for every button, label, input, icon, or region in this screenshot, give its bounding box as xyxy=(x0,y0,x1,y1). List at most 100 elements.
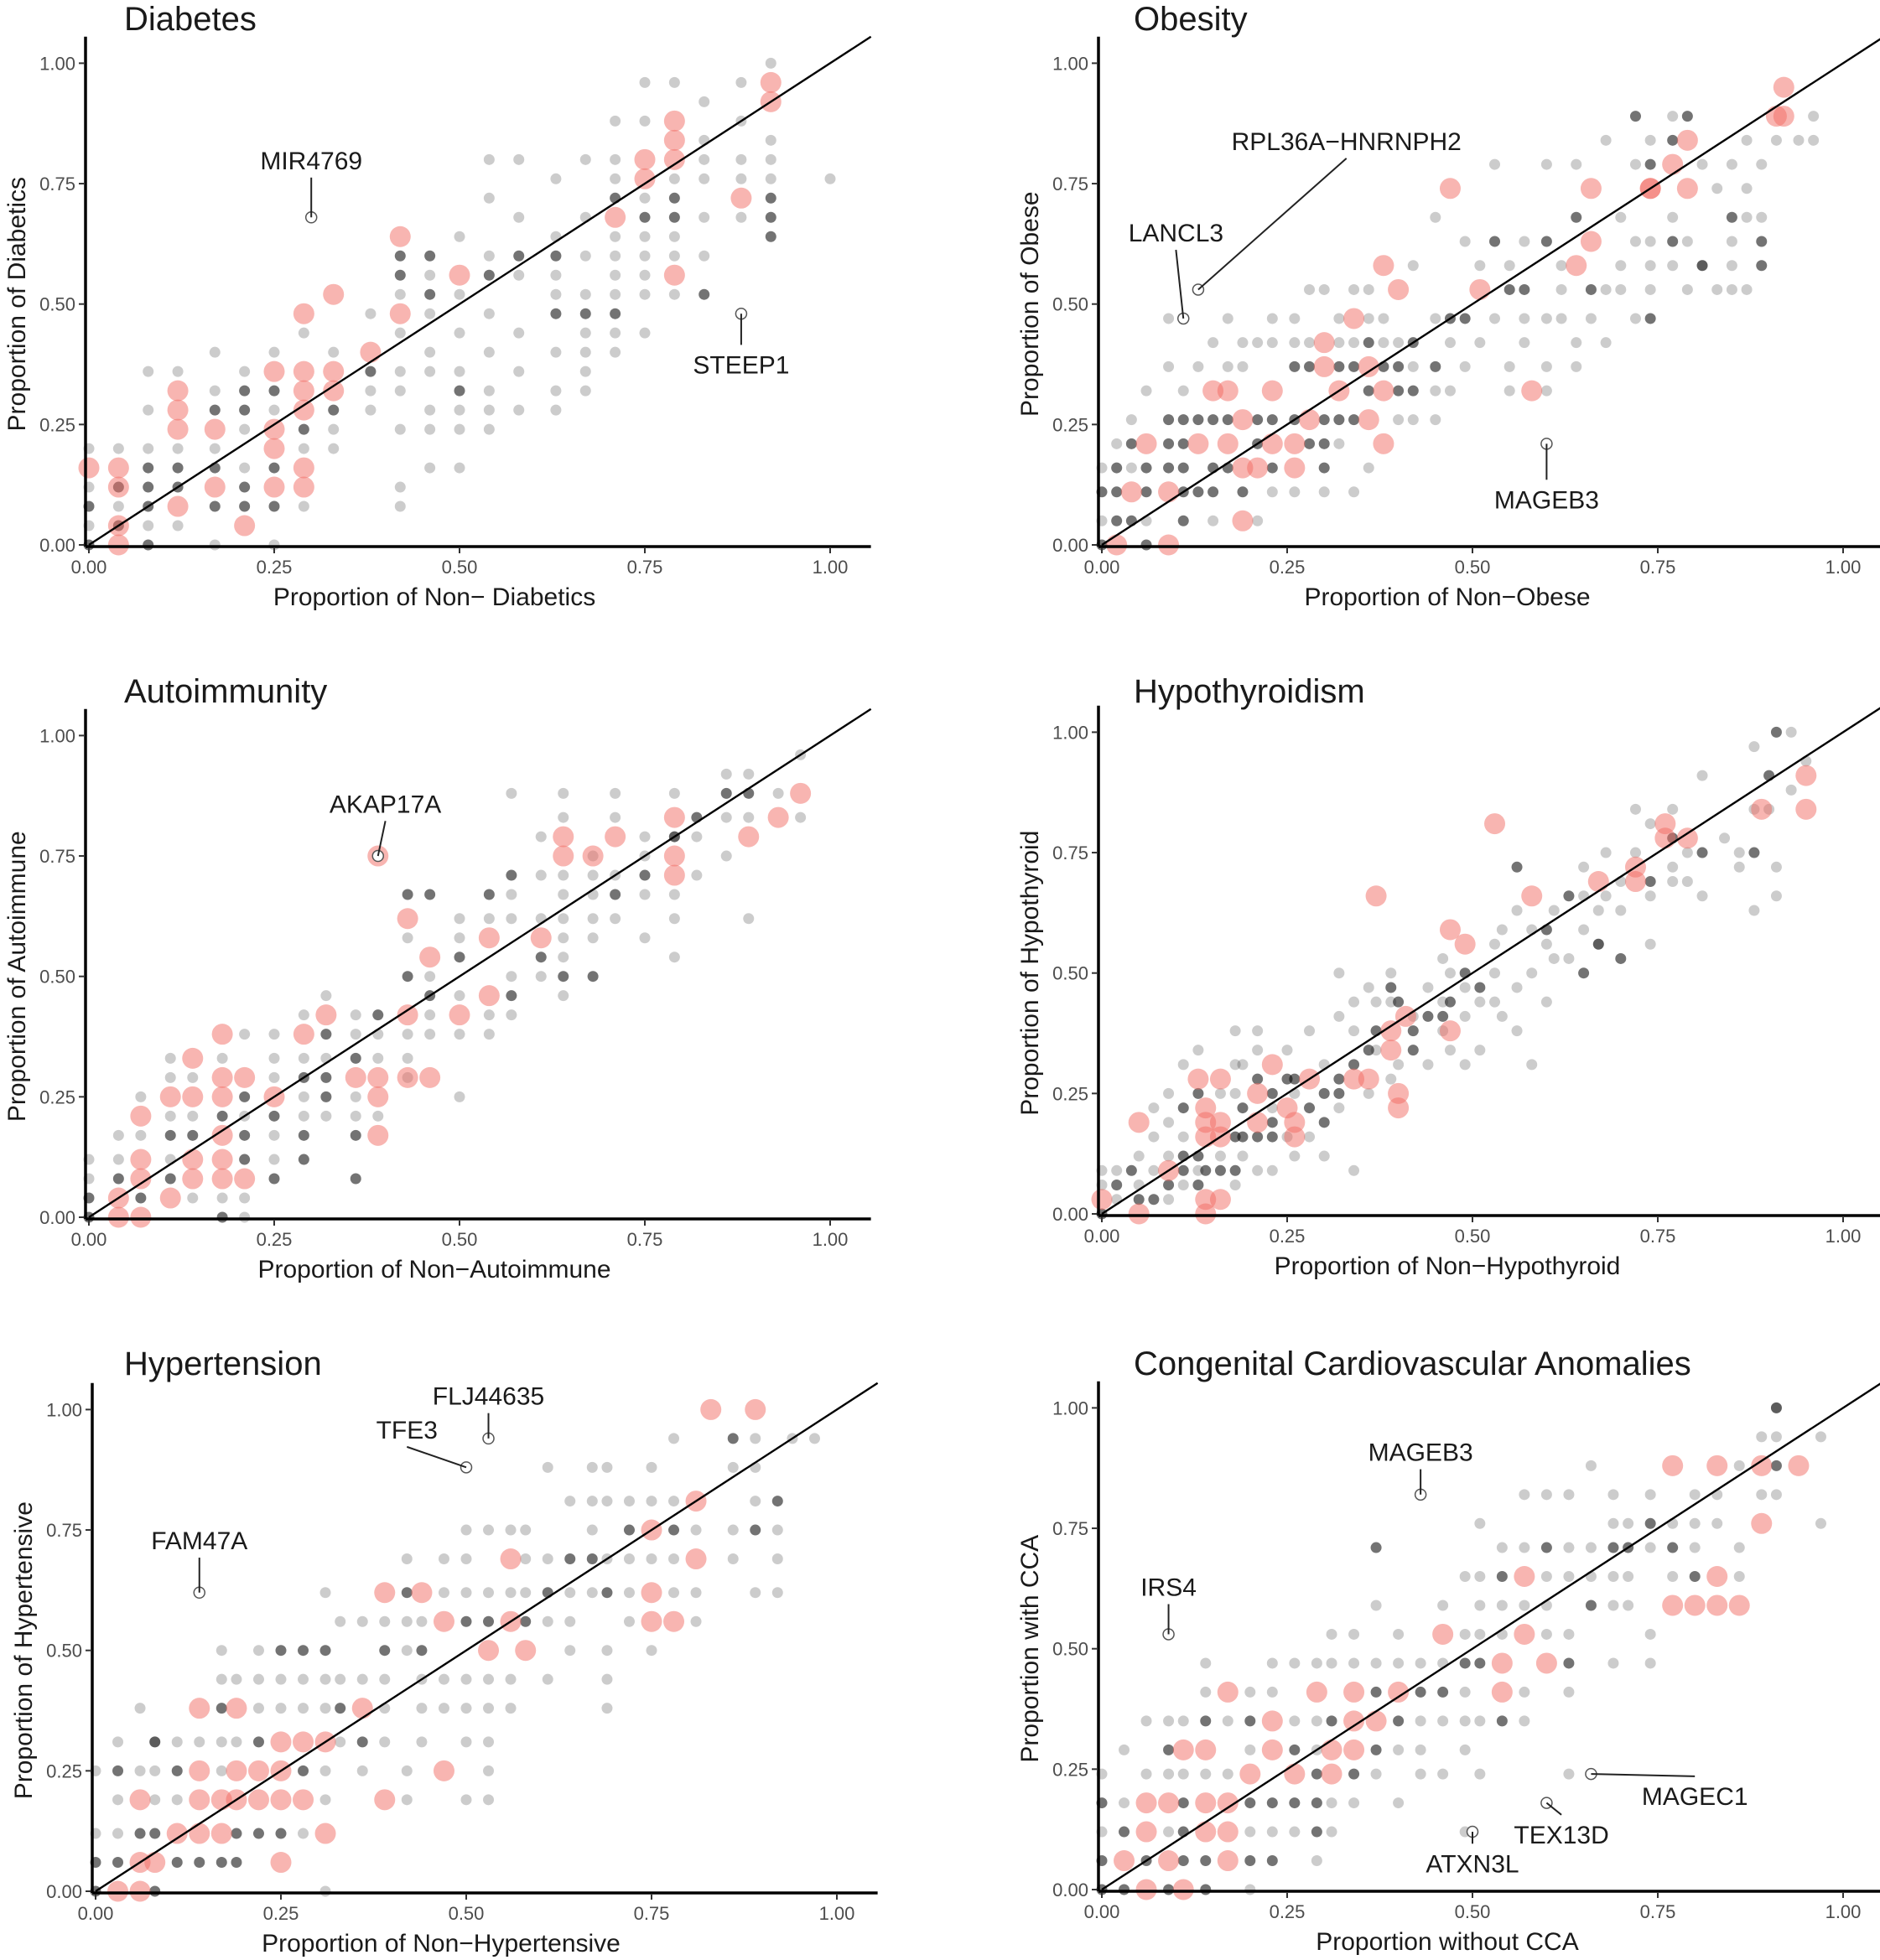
point-gray xyxy=(808,1433,820,1444)
point-gray xyxy=(438,1703,449,1714)
point-gray xyxy=(579,366,591,377)
point-gray xyxy=(483,153,495,165)
point-highlighted xyxy=(78,457,100,479)
point-highlighted xyxy=(351,1698,373,1719)
point-gray xyxy=(1540,313,1552,324)
point-highlighted xyxy=(1158,481,1180,503)
point-gray xyxy=(1615,905,1627,916)
point-gray xyxy=(1370,1600,1382,1611)
identity-line xyxy=(1101,1382,1880,1891)
point-gray-dark xyxy=(328,404,340,416)
point-gray-dark xyxy=(1437,1010,1449,1022)
point-gray xyxy=(454,366,465,377)
point-gray xyxy=(743,768,755,780)
point-highlighted xyxy=(1469,278,1491,300)
point-gray-dark xyxy=(1459,313,1471,324)
point-gray xyxy=(1667,111,1679,122)
annotation-label: IRS4 xyxy=(1140,1574,1197,1601)
point-highlighted xyxy=(1676,129,1698,151)
point-gray-dark xyxy=(320,1071,332,1083)
x-tick-label: 0.25 xyxy=(1270,1901,1306,1922)
point-gray xyxy=(1519,236,1530,247)
point-highlighted xyxy=(553,826,574,848)
point-gray-dark xyxy=(239,404,251,416)
point-gray xyxy=(1363,982,1374,993)
point-gray-dark xyxy=(454,951,465,963)
point-gray xyxy=(1459,360,1471,372)
point-gray xyxy=(550,346,562,358)
point-gray xyxy=(1459,1571,1471,1583)
point-highlighted xyxy=(159,1187,181,1209)
point-gray xyxy=(1681,876,1693,888)
point-gray xyxy=(1600,283,1612,295)
point-gray xyxy=(394,327,406,339)
point-gray-dark xyxy=(1770,1402,1782,1413)
point-highlighted xyxy=(738,826,760,848)
point-gray xyxy=(1681,283,1693,295)
y-tick-label: 0.75 xyxy=(39,174,75,194)
point-gray xyxy=(328,346,340,358)
point-gray xyxy=(1585,1542,1597,1553)
point-gray-dark xyxy=(668,211,680,223)
point-gray xyxy=(394,288,406,300)
point-gray xyxy=(1719,832,1731,844)
point-gray xyxy=(1393,1059,1405,1071)
point-gray xyxy=(1200,1657,1212,1669)
point-gray xyxy=(699,173,710,184)
point-gray-dark xyxy=(1370,1542,1382,1553)
point-gray-dark xyxy=(668,1524,680,1536)
point-gray xyxy=(460,1703,472,1714)
point-gray xyxy=(1266,1826,1278,1838)
point-highlighted xyxy=(293,303,314,324)
point-gray xyxy=(558,811,569,823)
point-gray xyxy=(394,500,406,512)
point-gray-dark xyxy=(1289,1744,1301,1755)
point-gray xyxy=(112,500,124,512)
point-gray xyxy=(1430,414,1441,426)
point-gray xyxy=(601,1703,613,1714)
y-tick-label: 0.00 xyxy=(1052,1880,1088,1900)
point-gray xyxy=(1385,1073,1397,1085)
point-gray-dark xyxy=(239,1091,251,1102)
point-gray xyxy=(1222,1768,1233,1780)
point-gray xyxy=(558,869,569,881)
point-gray xyxy=(1459,1686,1471,1698)
point-gray-dark xyxy=(143,539,154,551)
point-gray-dark xyxy=(394,269,406,281)
point-gray-dark xyxy=(1644,876,1656,888)
point-highlighted xyxy=(1706,1454,1728,1476)
point-gray-dark xyxy=(639,869,651,881)
point-gray-dark xyxy=(1578,967,1590,979)
point-gray-dark xyxy=(1571,211,1582,223)
point-gray xyxy=(699,211,710,223)
x-tick-label: 0.25 xyxy=(1270,1226,1306,1247)
point-gray xyxy=(171,1736,183,1748)
point-gray xyxy=(610,231,621,242)
point-gray xyxy=(668,1587,680,1599)
point-highlighted xyxy=(263,438,285,459)
point-gray-dark xyxy=(268,385,280,397)
point-gray xyxy=(1289,1826,1301,1838)
point-gray-dark xyxy=(1214,1164,1226,1176)
point-gray-dark xyxy=(1363,385,1374,397)
point-gray-dark xyxy=(1304,1102,1316,1114)
y-tick-label: 0.75 xyxy=(46,1520,82,1541)
x-tick-label: 1.00 xyxy=(819,1903,855,1924)
point-gray-dark xyxy=(483,1615,495,1627)
point-gray-dark xyxy=(1644,1517,1656,1529)
point-gray xyxy=(1681,236,1693,247)
point-gray xyxy=(187,1192,199,1204)
point-gray xyxy=(239,423,251,435)
point-gray-dark xyxy=(1140,462,1152,474)
point-gray xyxy=(1459,236,1471,247)
point-highlighted xyxy=(1306,1681,1327,1703)
point-gray xyxy=(1756,1431,1768,1443)
point-gray xyxy=(668,951,680,963)
point-gray xyxy=(601,1461,613,1473)
point-gray-dark xyxy=(1689,1571,1701,1583)
point-gray xyxy=(1348,486,1360,498)
point-gray-dark xyxy=(1585,1600,1597,1611)
annotation-leader xyxy=(1197,158,1348,291)
point-gray xyxy=(1393,1657,1405,1669)
point-gray-dark xyxy=(1111,462,1123,474)
